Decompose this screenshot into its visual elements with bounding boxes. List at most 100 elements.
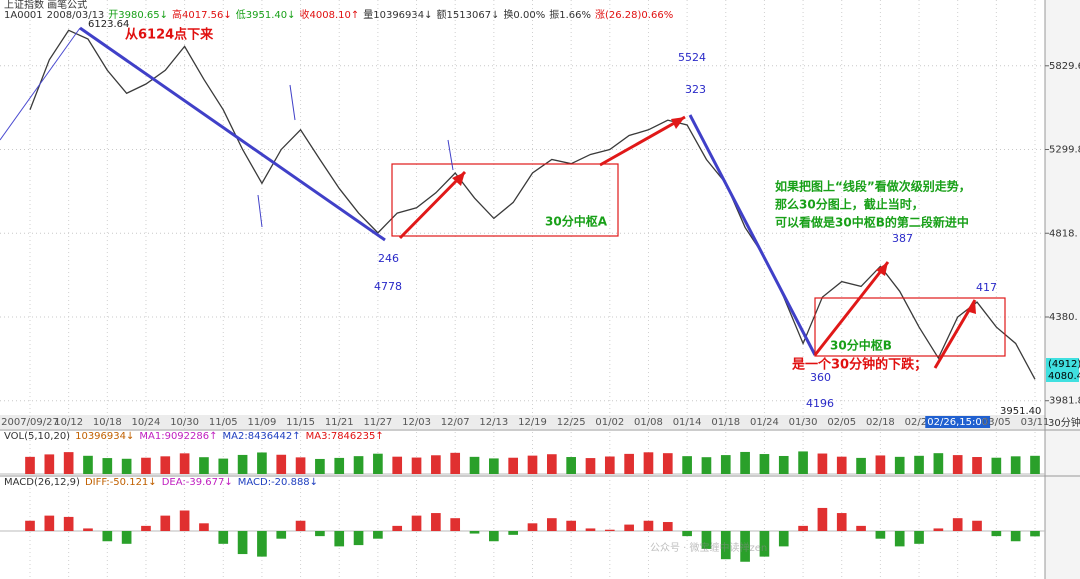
bar [44, 515, 55, 531]
bar [836, 456, 847, 474]
annotation: 30分中枢A [545, 214, 608, 229]
bar [933, 453, 944, 474]
annotation: 4778 [374, 280, 402, 293]
quote-field: 换0.00% [503, 8, 545, 21]
x-tick-label: 10/18 [93, 417, 122, 428]
bar [856, 457, 866, 474]
bar [604, 456, 615, 474]
right-axis-panel [1045, 0, 1080, 579]
bar [179, 453, 190, 474]
bar [894, 531, 905, 547]
pane-title: DEA:-39.677↓ [162, 477, 233, 488]
bar [643, 452, 654, 474]
bar [527, 523, 538, 531]
bar [759, 454, 770, 474]
x-tick-label: 10/30 [170, 417, 199, 428]
date-highlight [925, 416, 991, 428]
x-tick-label: 11/27 [363, 417, 392, 428]
bar [392, 525, 403, 531]
quote-field: 量10396934↓ [363, 9, 432, 21]
bar [952, 455, 963, 474]
x-tick-label: 12/07 [441, 417, 470, 428]
bar [121, 458, 132, 474]
bar [662, 522, 673, 531]
arrow-head [876, 262, 888, 276]
price-tag [1046, 358, 1079, 382]
x-tick-label: 12/25 [557, 417, 586, 428]
annotation: 246 [378, 252, 399, 265]
annotation: 30分钟 [1048, 416, 1080, 429]
x-tick-label: 02/05 [827, 417, 856, 428]
bar [546, 518, 557, 531]
x-tick-label: 03/11 [1021, 417, 1050, 428]
x-tick-label: 01/18 [711, 417, 740, 428]
pane-title: MA3:7846235↑ [306, 431, 384, 442]
bar [933, 528, 944, 531]
bar [199, 457, 209, 474]
pane-title: MA2:8436442↑ [223, 431, 301, 442]
bar [798, 525, 808, 531]
price-line [29, 29, 1036, 380]
x-tick-label: 2007/09/27 [1, 417, 59, 428]
bar [701, 531, 712, 549]
bar [102, 531, 113, 542]
bar [276, 454, 287, 474]
bar [469, 456, 480, 474]
annotation: 417 [976, 281, 997, 294]
bar [315, 458, 325, 474]
bar [972, 457, 982, 474]
bar [662, 453, 673, 474]
x-tick-label: 10/12 [54, 417, 83, 428]
bar [160, 515, 171, 531]
quote-line: 1A0001 2008/03/13 开3980.65↓ 高4017.56↓ 低3951.… [4, 8, 673, 21]
bar [63, 516, 74, 531]
bar [624, 524, 634, 531]
bar [450, 518, 461, 531]
bar [141, 457, 151, 474]
date-axis-band [0, 415, 1045, 429]
bar [469, 531, 480, 534]
x-tick-label: 03/05 [982, 417, 1011, 428]
trend-arrow [813, 261, 890, 356]
header-title: 上证指数 画笔公式 [4, 0, 87, 11]
pane-title: DIFF:-50.121↓ [85, 477, 157, 488]
bar [875, 455, 886, 474]
zone-box [814, 297, 1006, 357]
bar [353, 531, 364, 546]
annotation: 6123.64 [88, 19, 129, 30]
trend-drawings [0, 26, 1006, 369]
x-tick-label: 11/21 [325, 417, 354, 428]
annotation: (4912) [1048, 359, 1080, 370]
macd-pane: MACD(26,12,9) DIFF:-50.121↓ DEA:-39.677↓ MA… [0, 477, 1045, 562]
annotation: 323 [685, 83, 706, 96]
bar [778, 531, 789, 547]
bar [1030, 455, 1040, 474]
x-tick-label: 01/08 [634, 417, 663, 428]
quote-field: 低3951.40↓ [236, 8, 296, 21]
x-tick-label: 11/05 [209, 417, 238, 428]
hint-arrow [447, 139, 454, 171]
bar [952, 518, 963, 531]
bar [295, 457, 306, 474]
bar [199, 523, 209, 531]
x-tick-label: 02/26,15:00 [927, 417, 988, 428]
annotation: 如果把图上“线段”看做次级别走势， [775, 179, 971, 194]
trend-line [0, 27, 81, 141]
bar [83, 528, 93, 531]
bar [914, 531, 924, 544]
bar [392, 456, 403, 474]
x-tick-label: 11/15 [286, 417, 315, 428]
bar [237, 531, 248, 555]
x-tick-label: 10/24 [132, 417, 161, 428]
bar [276, 531, 287, 539]
annotation: 387 [892, 232, 913, 245]
trend-arrow [398, 170, 467, 240]
bar [1010, 531, 1021, 542]
bar [701, 457, 712, 474]
zone-box [391, 163, 619, 237]
bar [315, 531, 325, 537]
pane-title: 10396934↓ [75, 431, 134, 442]
annotation: 4080.41 [1048, 371, 1080, 382]
bar [121, 531, 132, 544]
